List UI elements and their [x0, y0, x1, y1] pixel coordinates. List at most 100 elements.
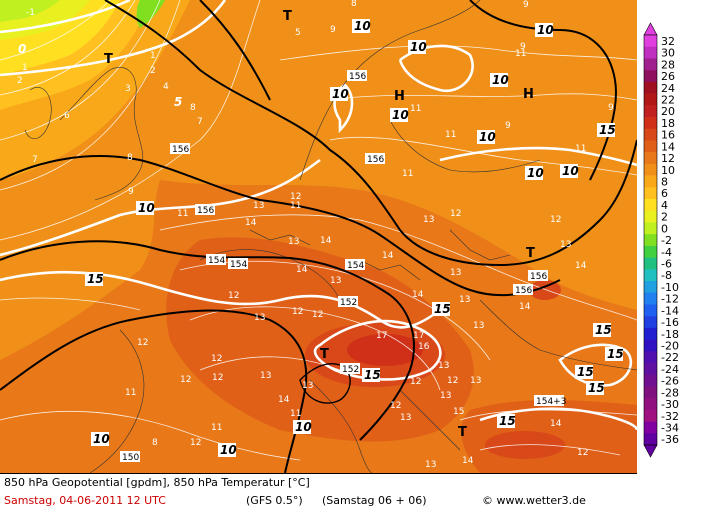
- legend-swatch: [644, 93, 657, 106]
- legend-swatch: [644, 222, 657, 235]
- svg-text:156: 156: [530, 272, 547, 282]
- temp-small-label: 12: [212, 373, 223, 383]
- legend-tick-label: 20: [661, 105, 675, 118]
- geopotential-contours: [0, 0, 637, 473]
- legend-swatch: [644, 105, 657, 118]
- legend-tick-label: -24: [661, 363, 679, 376]
- svg-text:5: 5: [174, 95, 182, 109]
- temp-small-label: 13: [470, 376, 481, 386]
- legend-tick-label: -12: [661, 293, 679, 306]
- legend-tick-label: 4: [661, 199, 668, 212]
- svg-text:15: 15: [588, 381, 605, 395]
- svg-text:10: 10: [138, 201, 155, 215]
- temp-small-label: 13: [450, 268, 461, 278]
- isotherm-10-baltic: [398, 44, 474, 93]
- temp-small-label: 14: [462, 456, 474, 466]
- svg-text:15: 15: [364, 368, 381, 382]
- geopot-label: 156: [365, 153, 385, 165]
- legend-tick-label: -16: [661, 316, 679, 329]
- temp-small-label: 11: [290, 409, 301, 419]
- temp-small-label: 14: [278, 395, 290, 405]
- temperature-legend: 32302826242220181614121086420-2-4-6-8-10…: [637, 0, 704, 473]
- contour-152: [0, 240, 415, 441]
- temp-label: 10: [218, 443, 237, 457]
- svg-text:10: 10: [492, 73, 509, 87]
- temp-small-label: 11: [125, 388, 136, 398]
- legend-swatch: [644, 117, 657, 130]
- temp-band-16-east: [529, 280, 561, 300]
- temp-small-label: 12: [180, 375, 191, 385]
- temp-small-label: 11: [177, 209, 188, 219]
- legend-tick-label: 26: [661, 70, 675, 83]
- legend-tick-label: -28: [661, 386, 679, 399]
- geopot-label: 156: [528, 270, 548, 282]
- legend-swatch: [644, 199, 657, 212]
- svg-text:156: 156: [515, 286, 532, 296]
- temp-small-label: 1: [150, 51, 156, 61]
- legend-swatch: [644, 327, 657, 340]
- temp-small-label: 14: [245, 218, 257, 228]
- legend-swatch: [644, 187, 657, 200]
- legend-swatch: [644, 152, 657, 165]
- temp-small-label: 12: [450, 209, 461, 219]
- temp-small-label: 12: [190, 438, 201, 448]
- temp-small-label: 2: [150, 66, 156, 76]
- legend-swatch: [644, 304, 657, 317]
- svg-text:10: 10: [295, 420, 312, 434]
- legend-swatch: [644, 140, 657, 153]
- legend-swatch: [644, 386, 657, 399]
- temp-small-label: 12: [228, 291, 239, 301]
- temp-small-label: 13: [425, 460, 436, 470]
- legend-tick-label: -6: [661, 258, 672, 271]
- legend-tick-label: 32: [661, 35, 675, 48]
- legend-tick-label: -4: [661, 246, 672, 259]
- svg-text:15: 15: [87, 272, 104, 286]
- temp-label: 10: [408, 40, 427, 54]
- temp-small-label: 13: [560, 240, 571, 250]
- map-footer: 850 hPa Geopotential [gpdm], 850 hPa Tem…: [0, 473, 637, 514]
- legend-tick-label: 30: [661, 47, 675, 60]
- temp-small-label: 12: [550, 215, 561, 225]
- temp-label: 10: [352, 19, 371, 33]
- temp-label: 15: [85, 272, 104, 286]
- legend-arrow-down: [643, 444, 658, 458]
- geopot-label: 154: [345, 259, 365, 271]
- temp-small-label: 11: [575, 144, 586, 154]
- legend-tick-label: 2: [661, 211, 668, 224]
- legend-swatch: [644, 316, 657, 329]
- legend-tick-label: -30: [661, 398, 679, 411]
- legend-swatch: [644, 81, 657, 94]
- isotherm-10-west: [0, 158, 321, 257]
- weather-map: 156 156 156 156 154 154 154 156 156 152 …: [0, 0, 637, 473]
- temp-small-label: 9: [523, 0, 529, 10]
- temp-small-label: 8: [190, 103, 196, 113]
- svg-text:156: 156: [349, 72, 366, 82]
- legend-swatch: [644, 292, 657, 305]
- legend-swatch: [644, 281, 657, 294]
- svg-text:10: 10: [354, 19, 371, 33]
- svg-text:15: 15: [595, 323, 612, 337]
- temp-small-label: 13: [400, 413, 411, 423]
- temp-small-label: 11: [515, 49, 526, 59]
- low-center-label: T: [320, 347, 329, 362]
- temp-small-label: 16: [418, 342, 430, 352]
- svg-text:152: 152: [340, 298, 357, 308]
- temp-small-label: 12: [211, 354, 222, 364]
- temp-small-label: 7: [32, 155, 38, 165]
- svg-text:154: 154: [230, 260, 247, 270]
- temp-band-0: [0, 0, 60, 22]
- temp-small-label: 11: [445, 130, 456, 140]
- temp-small-label: 13: [440, 391, 451, 401]
- temp-band-cold-spot: [136, 0, 165, 28]
- temp-small-label: 14: [296, 265, 308, 275]
- legend-tick-label: -22: [661, 351, 679, 364]
- temp-small-label: 12: [290, 192, 301, 202]
- legend-tick-label: 8: [661, 176, 668, 189]
- temp-small-label: 13: [423, 215, 434, 225]
- temp-small-label: 13: [254, 313, 265, 323]
- temp-small-label: 13: [438, 361, 449, 371]
- temp-small-label: 1: [22, 63, 28, 73]
- legend-tick-label: 14: [661, 140, 675, 153]
- temp-small-label: 12: [410, 377, 421, 387]
- temp-label: 15: [597, 123, 616, 137]
